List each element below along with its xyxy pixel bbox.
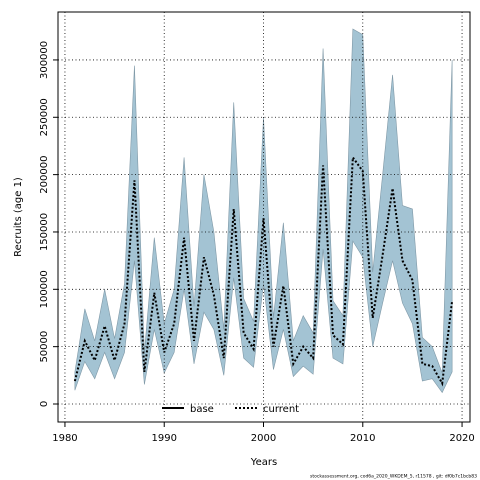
footer: stockassessment.org, cod6a_2020_WKDEM_5,… [310, 474, 477, 480]
confidence-band [74, 28, 453, 394]
y-tick-label: 0 [39, 401, 50, 407]
y-tick-label: 50000 [39, 331, 50, 363]
legend-label: current [263, 404, 299, 415]
estimate-line [73, 154, 454, 387]
x-axis-label: Years [250, 457, 277, 468]
y-tick-label: 100000 [39, 270, 50, 308]
y-tick-label: 250000 [39, 98, 50, 136]
y-axis-label: Recruits (age 1) [13, 177, 24, 257]
y-tick-label: 200000 [39, 156, 50, 194]
y-tick-label: 300000 [39, 41, 50, 79]
legend-label: base [190, 404, 214, 415]
x-tick-label: 2020 [449, 433, 474, 444]
plot-frame [57, 11, 471, 423]
y-tick-label: 150000 [39, 213, 50, 251]
x-tick-label: 2010 [350, 433, 375, 444]
x-tick-label: 2000 [251, 433, 276, 444]
x-tick-label: 1990 [151, 433, 176, 444]
x-tick-label: 1980 [52, 433, 77, 444]
